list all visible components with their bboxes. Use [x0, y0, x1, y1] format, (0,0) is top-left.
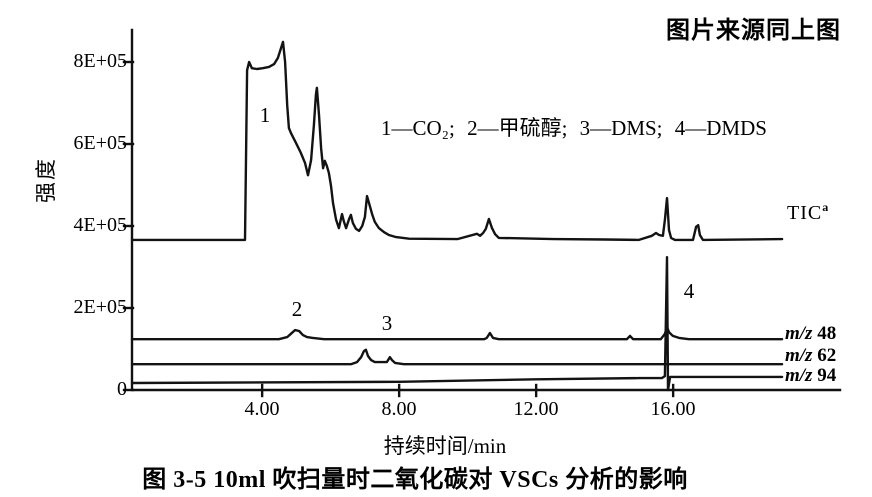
y-tick-label-6e05: 6E+05	[73, 132, 128, 154]
mz-number: 48	[817, 323, 837, 344]
trace-label-mz62: m/z 62	[785, 345, 836, 367]
x-tick-label-16: 16.00	[650, 398, 696, 420]
y-tick-label-0: 0	[117, 378, 127, 400]
x-tick-label-4: 4.00	[244, 398, 280, 420]
trace-tic	[130, 40, 784, 242]
mz-italic: m/z	[785, 365, 813, 386]
mz-italic: m/z	[785, 323, 813, 344]
trace-label-mz48: m/z 48	[785, 323, 836, 345]
y-tick-label-8e05: 8E+05	[73, 50, 128, 72]
y-axis-label: 强度	[34, 157, 58, 203]
trace-m-z-48	[130, 325, 784, 341]
x-axis-label: 持续时间/min	[383, 434, 507, 458]
peak-label-methanethiol: 2	[291, 297, 303, 321]
mz-number: 62	[817, 345, 837, 366]
mz-italic: m/z	[785, 345, 813, 366]
legend-note: 1—CO₂; 2—甲硫醇; 3—DMS; 4—DMDS	[381, 116, 767, 140]
tic-text: TIC	[787, 202, 823, 224]
peak-label-dms: 3	[381, 311, 393, 335]
trace-m-z-94	[130, 256, 784, 392]
y-tick-label-4e05: 4E+05	[73, 214, 128, 236]
trace-m-z-62	[130, 348, 784, 366]
figure-caption: 图 3-5 10ml 吹扫量时二氧化碳对 VSCs 分析的影响	[142, 467, 688, 493]
axes	[130, 28, 842, 392]
source-note: 图片来源同上图	[666, 17, 841, 44]
trace-label-mz94: m/z 94	[785, 365, 836, 387]
x-tick-label-12: 12.00	[513, 398, 559, 420]
x-tick-label-8: 8.00	[381, 398, 417, 420]
peak-label-dmds: 4	[683, 279, 695, 303]
y-tick-label-2e05: 2E+05	[73, 296, 128, 318]
trace-label-tic: TICa	[787, 200, 829, 225]
peak-label-co2: 1	[259, 103, 271, 127]
mz-number: 94	[817, 365, 837, 386]
tic-superscript: a	[822, 200, 830, 214]
